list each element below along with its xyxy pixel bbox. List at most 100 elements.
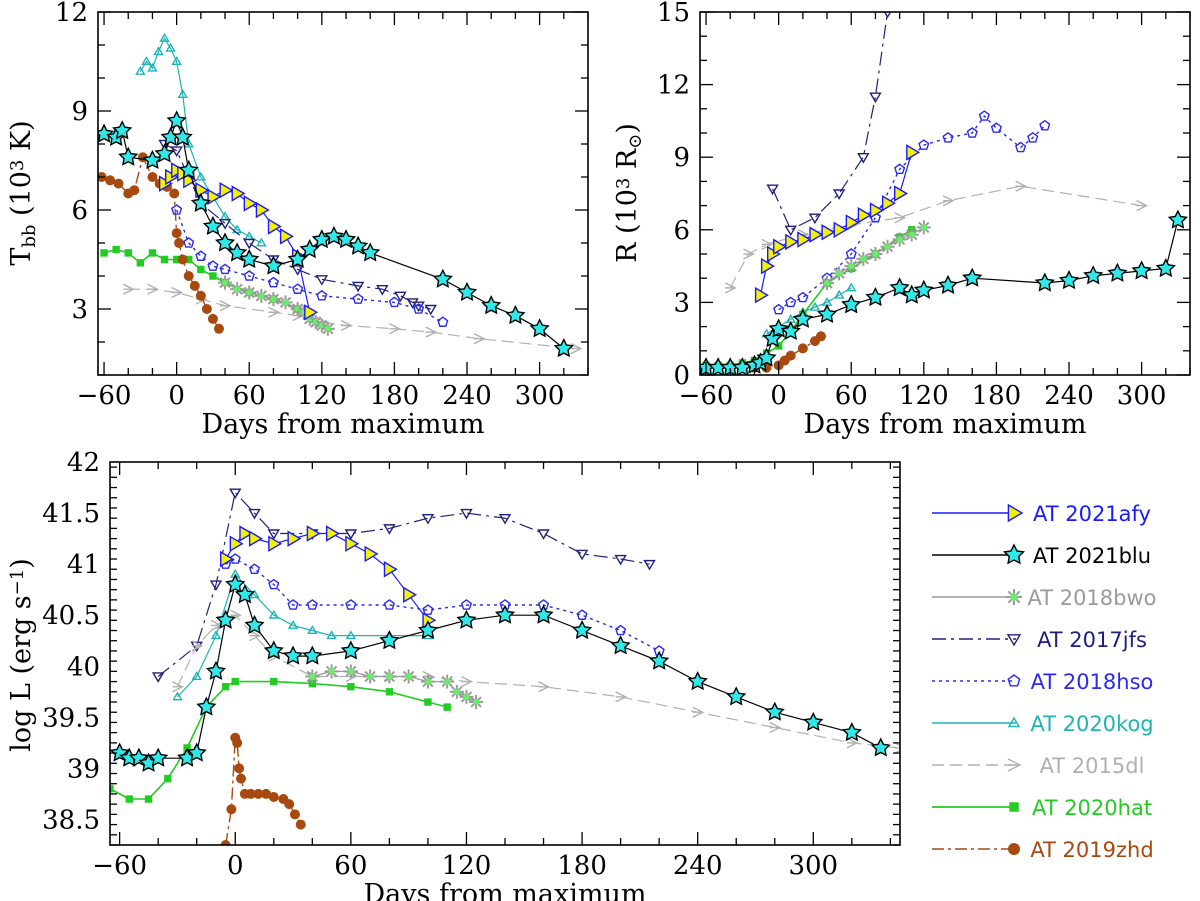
data-point xyxy=(460,599,473,610)
data-point xyxy=(881,194,896,212)
y-tick-label: 42 xyxy=(67,448,100,478)
x-tick-label: 0 xyxy=(227,851,244,881)
data-point xyxy=(287,599,299,610)
data-point xyxy=(100,249,108,257)
data-point xyxy=(232,737,243,748)
data-point xyxy=(461,675,474,688)
series-at-2020kog xyxy=(135,33,267,247)
series-at-2017jfs xyxy=(766,12,892,237)
data-point xyxy=(243,195,258,212)
data-point xyxy=(773,303,785,315)
data-point xyxy=(844,259,859,274)
x-tick-label: 60 xyxy=(334,851,367,881)
data-point xyxy=(533,604,554,624)
data-point xyxy=(894,212,907,224)
data-point xyxy=(197,265,205,274)
data-point xyxy=(190,192,211,212)
data-point xyxy=(424,698,432,706)
data-point xyxy=(440,674,455,689)
data-point xyxy=(268,535,283,552)
series-at-2018bwo xyxy=(305,664,484,710)
data-point xyxy=(529,318,550,338)
data-point xyxy=(219,300,232,312)
data-point xyxy=(762,328,783,348)
data-point xyxy=(284,799,295,810)
data-point xyxy=(1039,119,1051,131)
y-tick-label: 39.5 xyxy=(42,703,100,733)
data-point xyxy=(570,342,583,355)
data-point xyxy=(210,630,222,640)
series-at-2018hso xyxy=(773,110,1051,315)
data-point xyxy=(610,635,631,655)
data-point xyxy=(248,530,263,547)
data-point xyxy=(267,218,282,235)
data-point xyxy=(1015,180,1028,192)
data-point xyxy=(218,218,232,230)
y-tick-label: 41 xyxy=(67,550,100,580)
data-point xyxy=(904,227,919,242)
series-at-2021afy xyxy=(220,525,437,629)
data-point xyxy=(768,318,789,338)
data-point xyxy=(916,220,931,235)
data-point xyxy=(832,189,846,200)
data-point xyxy=(183,172,198,189)
data-point xyxy=(244,614,265,634)
data-point xyxy=(154,143,175,163)
data-point xyxy=(1155,257,1176,278)
y-tick-label: 15 xyxy=(657,0,690,28)
data-point xyxy=(456,609,477,629)
data-point xyxy=(498,513,512,525)
series-line-at-2020kog xyxy=(176,573,428,698)
data-point xyxy=(148,249,157,257)
data-point xyxy=(225,573,246,594)
data-point xyxy=(505,305,526,325)
data-point xyxy=(576,609,588,620)
data-point xyxy=(178,159,199,179)
data-point xyxy=(112,120,133,140)
data-point xyxy=(1083,265,1104,285)
legend-label: AT 2020kog xyxy=(1030,712,1153,736)
data-point xyxy=(340,319,353,332)
data-point xyxy=(845,214,860,231)
data-point xyxy=(460,508,473,520)
data-point xyxy=(201,304,212,314)
data-point xyxy=(219,263,231,275)
data-point xyxy=(207,260,219,271)
x-tick-label: 300 xyxy=(1117,381,1167,411)
series-line-at-2018hso xyxy=(778,115,1046,311)
data-point xyxy=(575,549,589,561)
data-point xyxy=(769,721,782,734)
data-point xyxy=(809,226,824,243)
data-point xyxy=(325,525,340,542)
data-point xyxy=(389,323,401,335)
data-point xyxy=(615,624,627,636)
data-point xyxy=(443,703,451,711)
x-tick-label: 240 xyxy=(442,381,492,411)
legend-label: AT 2015dl xyxy=(1040,754,1145,778)
data-point xyxy=(172,681,185,693)
series-line-at-2018hso xyxy=(175,209,444,323)
data-point xyxy=(278,295,293,310)
data-point xyxy=(147,172,158,182)
data-point xyxy=(382,669,397,684)
data-point xyxy=(243,270,255,281)
data-point xyxy=(424,304,437,316)
legend-item-at-2021blu: AT 2021blu xyxy=(932,543,1151,568)
legend-item-at-2019zhd: AT 2019zhd xyxy=(932,838,1154,862)
data-point xyxy=(388,296,401,308)
tbb-plot-area xyxy=(98,33,583,358)
data-point xyxy=(177,89,188,98)
data-point xyxy=(437,316,449,327)
x-tick-label: 0 xyxy=(770,381,787,411)
data-point xyxy=(171,228,182,239)
data-point xyxy=(266,292,281,307)
data-point xyxy=(942,195,955,207)
legend-label: AT 2017jfs xyxy=(1037,628,1147,652)
data-point xyxy=(125,795,133,803)
data-point xyxy=(105,175,116,186)
data-point xyxy=(978,110,990,121)
legend-label: AT 2019zhd xyxy=(1030,838,1153,862)
data-point xyxy=(615,691,628,703)
data-point xyxy=(870,737,891,757)
data-point xyxy=(841,294,862,314)
